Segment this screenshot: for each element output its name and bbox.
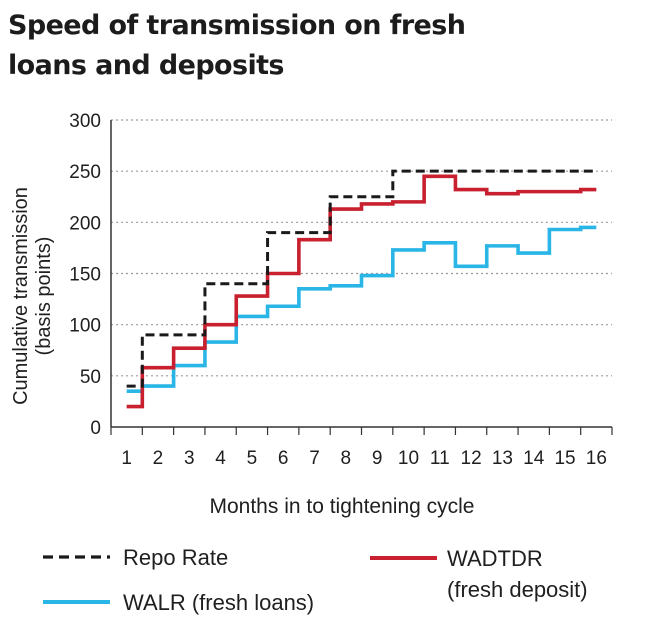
series-line-repo: [126, 169, 597, 388]
legend-label: (fresh deposit): [447, 577, 588, 602]
x-tick-label: 1: [121, 448, 132, 469]
x-axis-ticks: 1 2 3 4 5 6 7 8 9 10 11 12 13 14 15 16: [110, 427, 613, 469]
gridlines: [111, 119, 612, 377]
y-tick-label: 0: [90, 418, 101, 439]
y-tick-label: 50: [80, 367, 101, 388]
series-lines: [126, 169, 597, 409]
legend-label: WADTDR: [447, 546, 543, 571]
y-axis-label-line-2: (basis points): [33, 237, 55, 356]
y-tick-label: 250: [69, 162, 101, 183]
x-axis-label: Months in to tightening cycle: [210, 495, 475, 518]
x-tick-label: 15: [554, 448, 575, 469]
x-tick-label: 9: [372, 448, 383, 469]
x-tick-label: 5: [247, 448, 258, 469]
x-tick-label: 11: [430, 448, 450, 469]
x-tick-label: 16: [586, 448, 607, 469]
series-line-walr: [126, 225, 597, 393]
y-axis-label-line-1: Cumulative transmission: [10, 187, 32, 405]
x-tick-label: 12: [461, 448, 482, 469]
x-tick-label: 4: [215, 448, 226, 469]
x-tick-label: 14: [523, 448, 545, 469]
x-tick-label: 8: [341, 448, 352, 469]
chart-title: Speed of transmission on fresh loans and…: [8, 10, 466, 81]
x-tick-label: 6: [278, 448, 289, 469]
y-axis-ticks: 0 50 100 150 200 250 300: [69, 111, 101, 439]
x-tick-label: 13: [492, 448, 513, 469]
x-tick-label: 3: [184, 448, 195, 469]
y-tick-label: 300: [69, 111, 101, 132]
x-tick-label: 7: [309, 448, 320, 469]
legend-label: WALR (fresh loans): [123, 590, 314, 615]
y-tick-label: 150: [69, 265, 101, 286]
y-tick-label: 100: [69, 316, 101, 337]
series-line-wadtdr: [126, 174, 597, 409]
x-tick-label: 2: [153, 448, 164, 469]
legend: Repo Rate WALR (fresh loans) WADTDR (fresh …: [43, 545, 588, 615]
y-tick-label: 200: [69, 213, 101, 234]
legend-label: Repo Rate: [123, 545, 228, 570]
x-tick-label: 10: [398, 448, 419, 469]
